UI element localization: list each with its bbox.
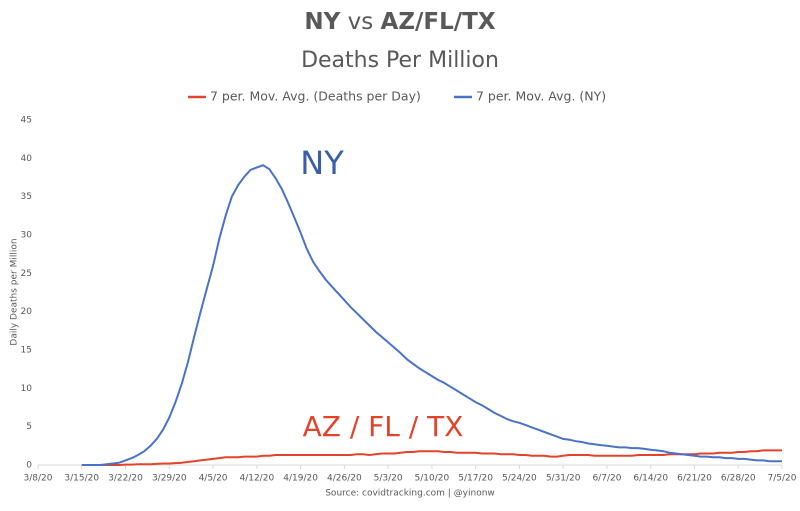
y-tick-label: 5	[26, 422, 32, 432]
x-tick-label: 3/8/20	[24, 474, 53, 484]
x-tick-label: 4/26/20	[327, 474, 362, 484]
y-axis-label: Daily Deaths per Million	[10, 238, 20, 345]
series-line	[81, 449, 782, 466]
title-part: vs	[348, 9, 374, 35]
annotation: AZ / FL / TX	[303, 410, 464, 443]
y-tick-label: 45	[21, 116, 32, 126]
x-tick-label: 5/3/20	[374, 474, 403, 484]
y-tick-label: 40	[21, 154, 33, 164]
y-tick-label: 25	[21, 269, 32, 279]
legend-label: 7 per. Mov. Avg. (Deaths per Day)	[210, 89, 421, 104]
x-tick-label: 7/5/20	[768, 474, 797, 484]
series-line	[81, 164, 782, 466]
x-tick-label: 6/14/20	[633, 474, 668, 484]
x-tick-label: 3/22/20	[108, 474, 143, 484]
x-tick-label: 4/19/20	[283, 474, 318, 484]
x-tick-label: 4/5/20	[199, 474, 228, 484]
x-tick-label: 5/31/20	[546, 474, 581, 484]
legend-label: 7 per. Mov. Avg. (NY)	[476, 89, 606, 104]
chart-title: NY vs AZ/FL/TX	[304, 9, 495, 35]
y-tick-label: 0	[26, 461, 32, 471]
source-note: Source: covidtracking.com | @yinonw	[325, 489, 495, 499]
title-part: NY	[304, 9, 340, 35]
y-tick-label: 30	[21, 231, 33, 241]
x-tick-label: 5/17/20	[458, 474, 493, 484]
x-tick-label: 6/21/20	[677, 474, 712, 484]
y-tick-label: 15	[21, 346, 32, 356]
annotation: NY	[300, 144, 344, 182]
x-tick-label: 3/29/20	[152, 474, 187, 484]
y-tick-label: 10	[21, 384, 33, 394]
title-part: AZ/FL/TX	[381, 9, 496, 35]
chart-subtitle: Deaths Per Million	[301, 48, 499, 73]
y-tick-label: 35	[21, 192, 32, 202]
x-tick-label: 3/15/20	[64, 474, 99, 484]
y-tick-label: 20	[21, 307, 33, 317]
x-tick-label: 6/7/20	[592, 474, 621, 484]
x-tick-label: 6/28/20	[721, 474, 756, 484]
x-tick-label: 5/10/20	[415, 474, 450, 484]
x-tick-label: 4/12/20	[239, 474, 274, 484]
x-tick-label: 5/24/20	[502, 474, 537, 484]
